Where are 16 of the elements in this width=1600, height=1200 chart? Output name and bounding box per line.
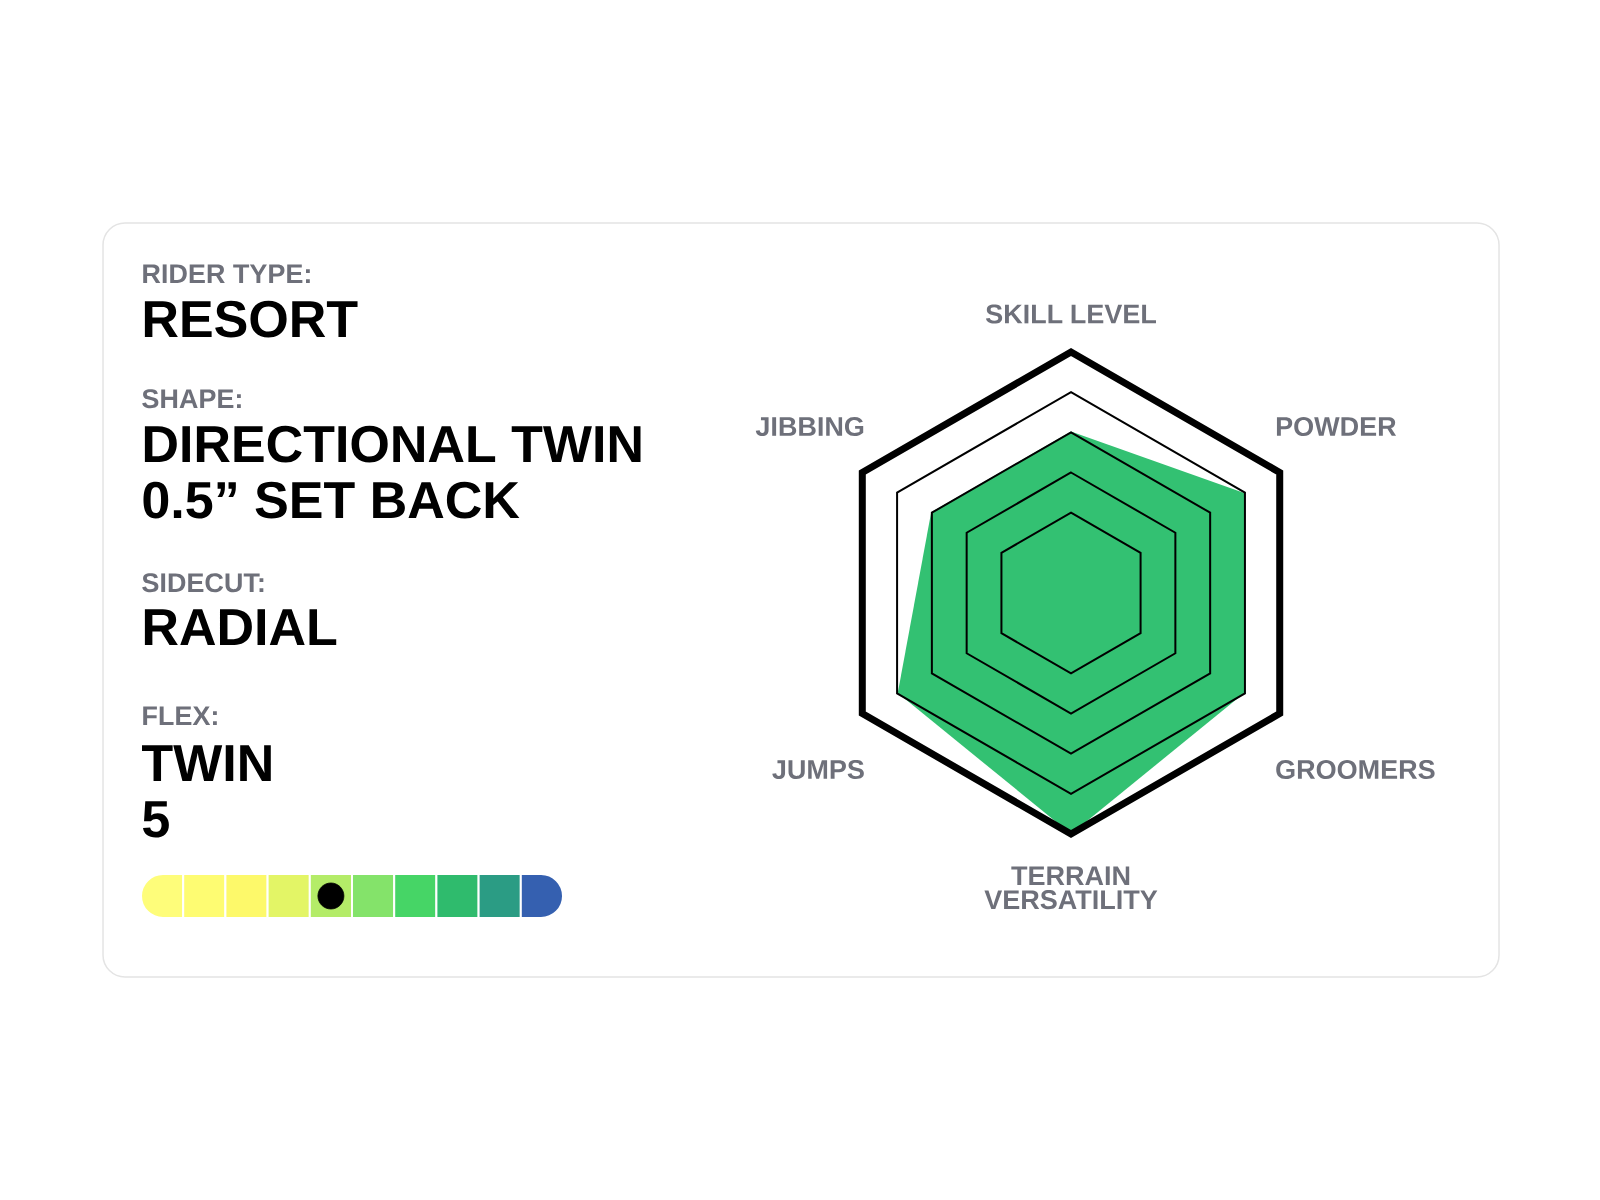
data-label: 5: [143, 801, 169, 838]
text: RADIAL: [144, 609, 337, 645]
text: FLEX:: [143, 706, 217, 725]
spoke-label: JIBBING: [755, 416, 864, 437]
spoke-label: JUMPS: [772, 759, 864, 780]
text: SIDECUT:: [142, 573, 264, 593]
text: RIDER TYPE:: [143, 264, 310, 283]
text: 0.5” SET BACK: [143, 481, 520, 519]
text: DIRECTIONAL TWIN: [144, 425, 641, 463]
spoke-label: TERRAIN VERSATILITY: [984, 866, 1158, 910]
text: SHAPE:: [142, 389, 241, 409]
spoke-label: POWDER: [1276, 416, 1397, 437]
text: RESORT: [144, 300, 358, 338]
text: TWIN: [142, 745, 271, 781]
spoke-label: GROOMERS: [1276, 759, 1435, 780]
spoke-label: SKILL LEVEL: [985, 304, 1156, 324]
